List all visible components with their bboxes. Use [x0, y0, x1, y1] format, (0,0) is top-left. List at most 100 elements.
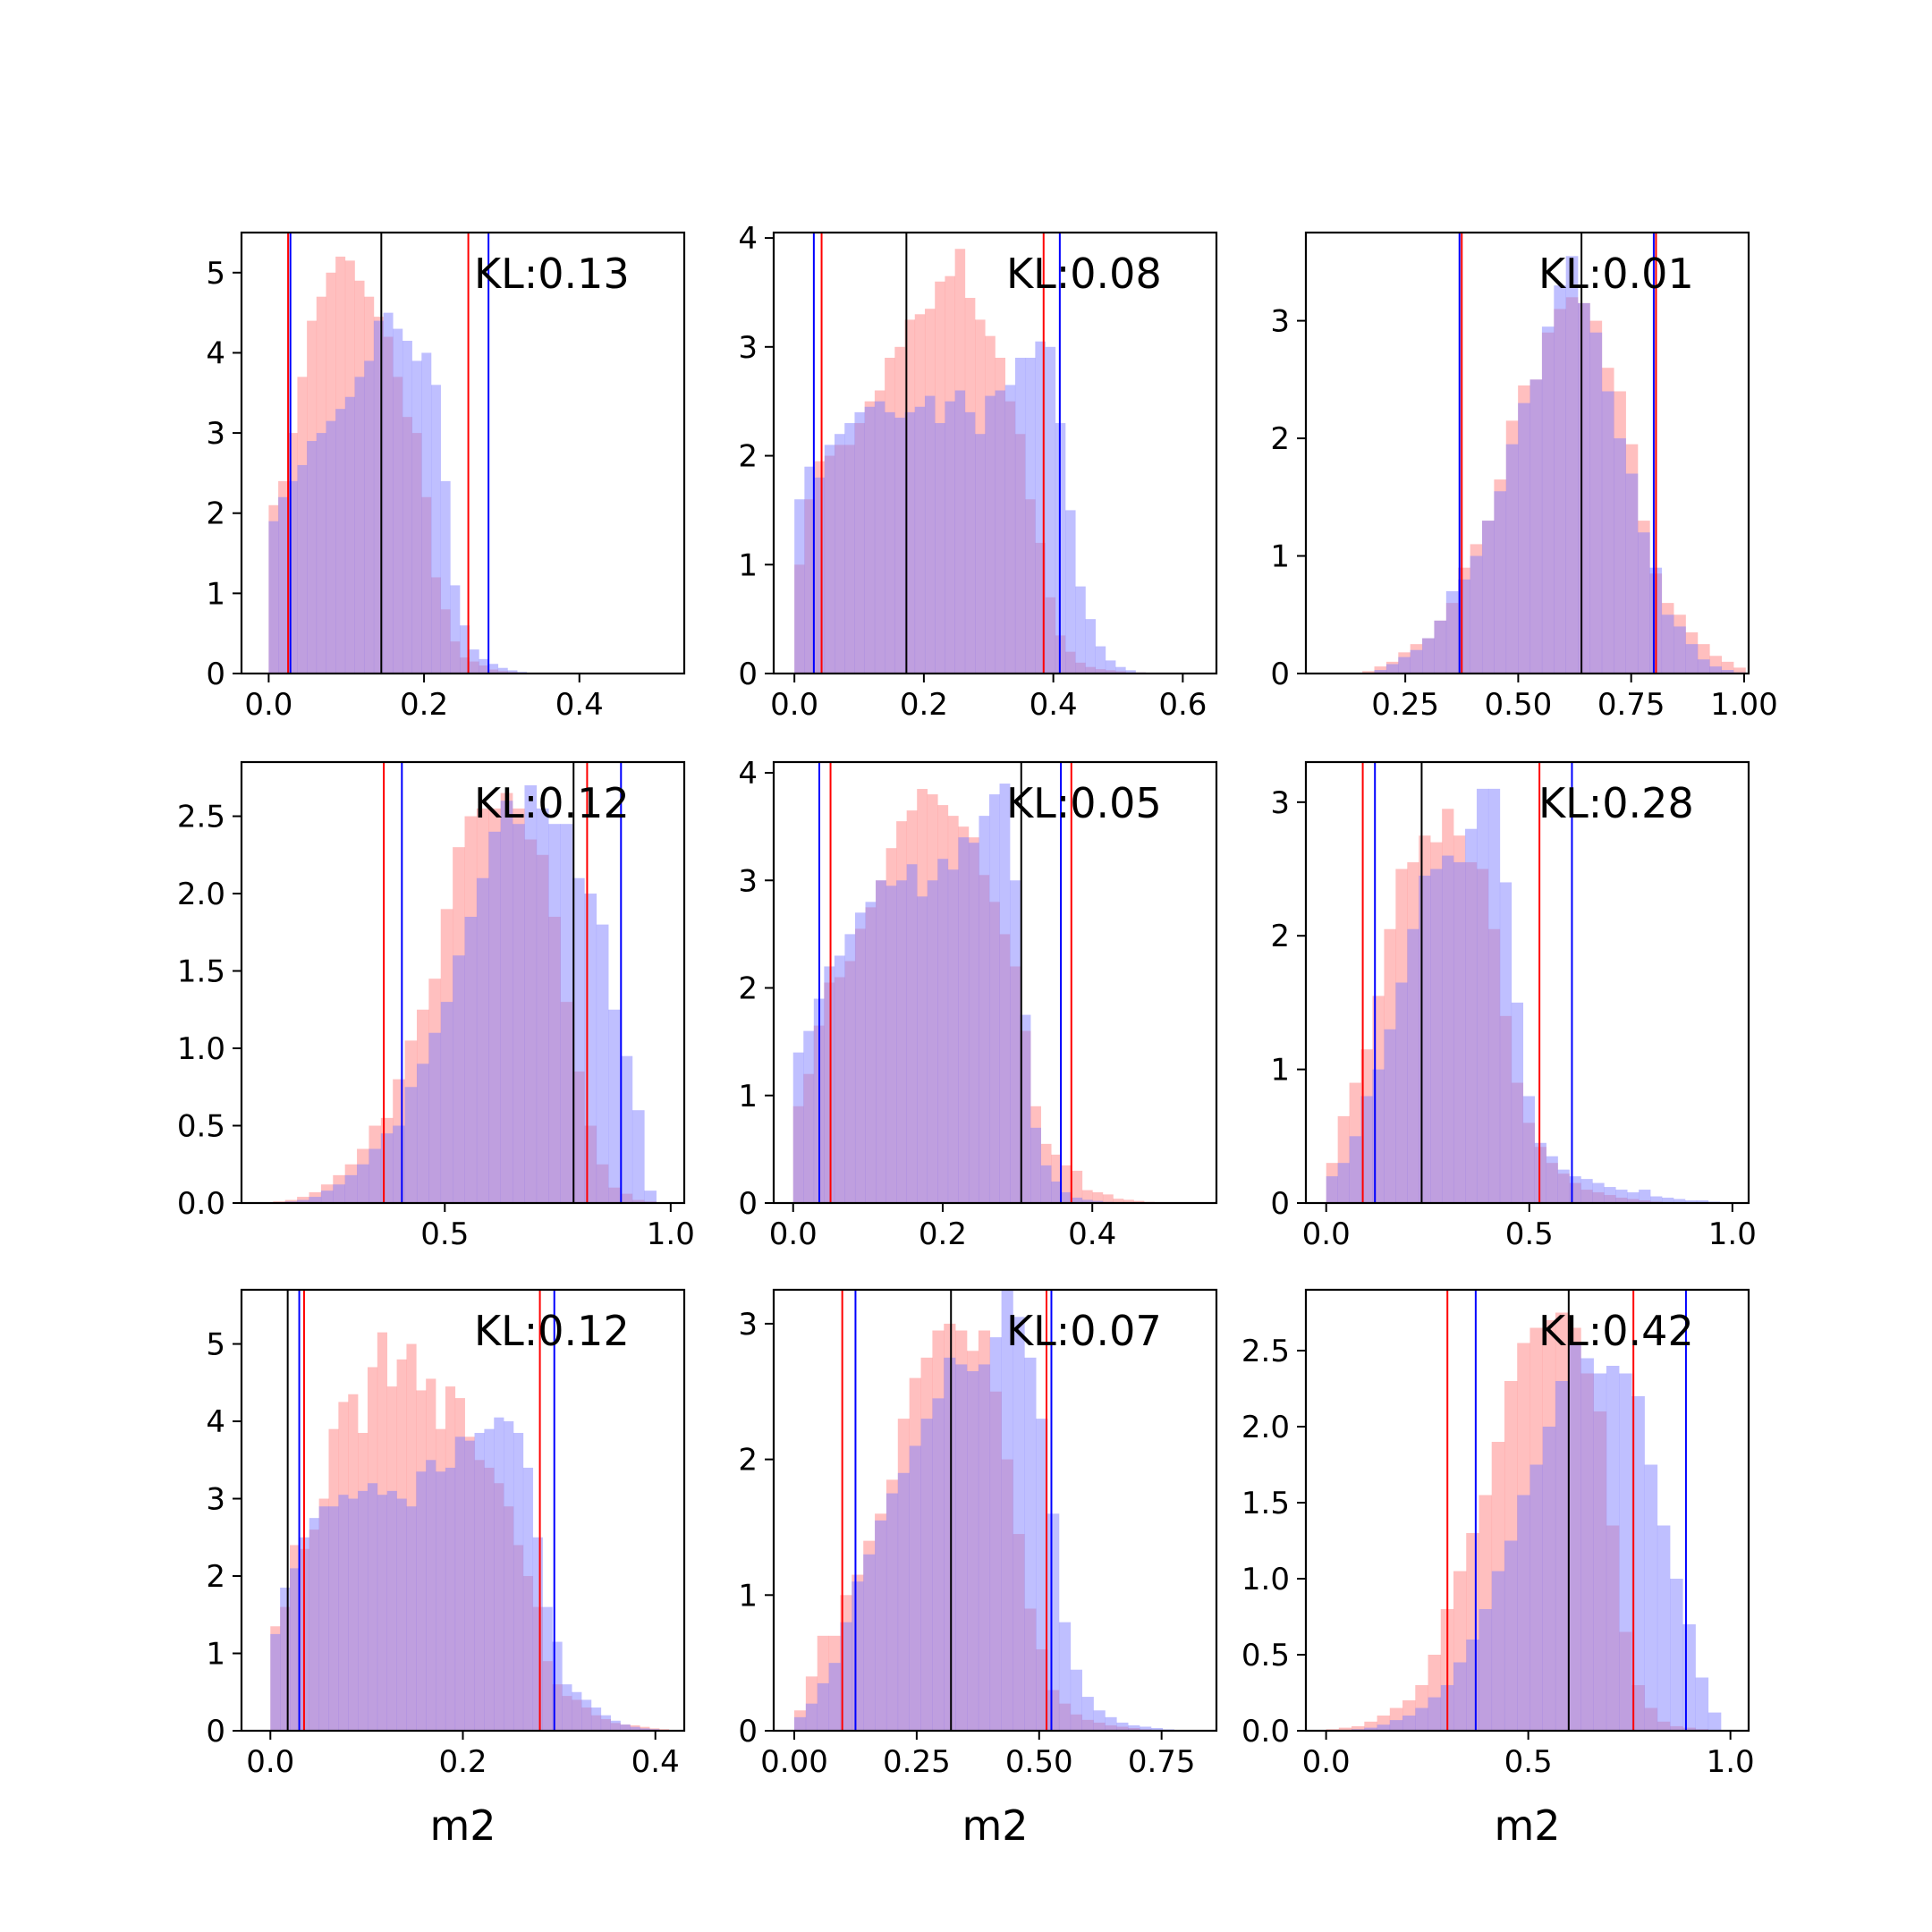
hist-bar-blue [402, 341, 412, 674]
hist-bar-blue [805, 1703, 818, 1731]
hist-bar-blue [1013, 1317, 1025, 1731]
hist-bar-blue [1625, 473, 1639, 674]
hist-bar-red [297, 1197, 309, 1203]
hist-bar-blue [865, 902, 877, 1203]
hist-bar-blue [377, 1495, 388, 1731]
hist-bar-blue [1568, 1343, 1581, 1731]
hist-bar-blue [445, 1467, 456, 1731]
hist-bar-blue [1422, 638, 1435, 674]
x-tick-label: 0.4 [1030, 687, 1078, 723]
x-axis-label: m2 [1494, 1801, 1560, 1850]
hist-bar-blue [1593, 1373, 1607, 1731]
y-tick-label: 0 [738, 657, 758, 692]
hist-bar-blue [1546, 1156, 1558, 1203]
hist-bar-blue [1670, 1579, 1683, 1731]
hist-bar-blue [608, 1009, 621, 1203]
hist-bar-blue [1518, 402, 1530, 674]
hist-bar-blue [968, 843, 979, 1203]
hist-bar-red [1081, 1190, 1093, 1203]
hist-bar-blue [464, 1440, 475, 1731]
y-tick-label: 0.0 [177, 1186, 225, 1222]
hist-bar-blue [828, 1663, 841, 1731]
hist-bar-blue [1385, 664, 1399, 674]
y-tick-label: 2 [1270, 421, 1290, 457]
y-tick-label: 2 [738, 1443, 758, 1479]
hist-bar-red [1364, 1721, 1377, 1731]
hist-bar-blue [1395, 982, 1408, 1203]
y-tick-label: 0.0 [1241, 1714, 1290, 1750]
hist-bar-blue [1004, 385, 1016, 674]
hist-bar-blue [354, 377, 365, 674]
hist-bar-blue [581, 1699, 592, 1731]
hist-bar-blue [1085, 619, 1096, 674]
hist-bar-blue [532, 1537, 543, 1731]
hist-bar-red [1051, 1154, 1063, 1203]
hist-bar-blue [840, 1622, 852, 1731]
hist-bar-blue [1465, 828, 1478, 1203]
hist-bar-blue [1075, 586, 1086, 674]
hist-bar-blue [507, 670, 518, 674]
hist-bar-blue [348, 1498, 359, 1731]
subplot-6: 0.0 0.5 1.0 0 1 2 3 KL:0.28 [1270, 760, 1757, 1252]
hist-bar-blue [500, 801, 513, 1203]
axes-frame [772, 1288, 1218, 1733]
hist-bar-blue [989, 1337, 1002, 1731]
hist-bar-blue [817, 1682, 829, 1731]
hist-bar-red [1133, 1200, 1145, 1203]
hist-bar-blue [1644, 1464, 1658, 1731]
hist-bar-blue [416, 1063, 429, 1203]
hist-bar-blue [1662, 1198, 1674, 1203]
hist-bar-blue [344, 1174, 358, 1203]
hist-bar-blue [1721, 670, 1734, 674]
hist-bar-blue [988, 794, 1000, 1203]
hist-bar-blue [804, 466, 815, 674]
hist-bar-blue [644, 1191, 657, 1203]
hist-bar-blue [937, 859, 949, 1203]
hist-bar-blue [1637, 532, 1650, 674]
hist-bar-blue [1673, 1199, 1686, 1203]
hist-bar-red [1113, 1199, 1124, 1203]
y-tick-label: 4 [738, 221, 758, 257]
hist-bar-blue [309, 1197, 322, 1203]
hist-bar-blue [944, 1357, 956, 1731]
hist-bar-blue [522, 1467, 534, 1731]
hist-bar-blue [497, 667, 508, 674]
hist-bar-blue [1081, 1199, 1093, 1203]
hist-bar-blue [1541, 326, 1555, 674]
hist-bar-blue [1661, 614, 1674, 674]
hist-bar-blue [1707, 1712, 1722, 1731]
hist-bar-blue [428, 1032, 442, 1203]
hist-bar-blue [338, 1495, 349, 1731]
hist-bar-blue [1045, 346, 1056, 674]
hist-bar-blue [1604, 1187, 1616, 1203]
y-tick-label: 2 [206, 496, 225, 532]
x-tick-label: 0.4 [555, 687, 604, 723]
hist-bar-blue [978, 1364, 991, 1731]
x-tick-label: 0.75 [1128, 1744, 1196, 1780]
x-tick-label: 0.75 [1597, 687, 1665, 723]
hist-bar-blue [344, 396, 355, 674]
x-tick-label: 1.0 [1707, 1744, 1755, 1780]
hist-bar-blue [1481, 521, 1495, 674]
hist-bar-blue [278, 496, 289, 674]
hist-bar-blue [430, 385, 441, 674]
hist-bar-blue [935, 423, 945, 674]
hist-bar-blue [844, 423, 855, 674]
hist-bar-red [1338, 1727, 1352, 1731]
hist-bar-blue [1025, 357, 1036, 674]
hist-bar-blue [548, 824, 561, 1203]
hist-bar-blue [803, 1030, 815, 1203]
hist-bar-blue [1650, 1196, 1663, 1203]
x-tick-label: 0.25 [1371, 687, 1439, 723]
hist-bar-blue [863, 1554, 876, 1731]
x-tick-label: 0.6 [1158, 687, 1207, 723]
x-tick-label: 1.00 [1710, 687, 1778, 723]
hist-bar-blue [1092, 1200, 1104, 1203]
y-tick-label: 3 [1270, 304, 1290, 340]
hist-bar-blue [484, 1428, 495, 1731]
hist-bar-blue [1326, 1176, 1338, 1203]
hist-bar-blue [1384, 1029, 1396, 1203]
x-tick-label: 0.25 [883, 1744, 951, 1780]
hist-bar-blue [920, 1419, 933, 1731]
hist-bar-blue [954, 390, 966, 674]
